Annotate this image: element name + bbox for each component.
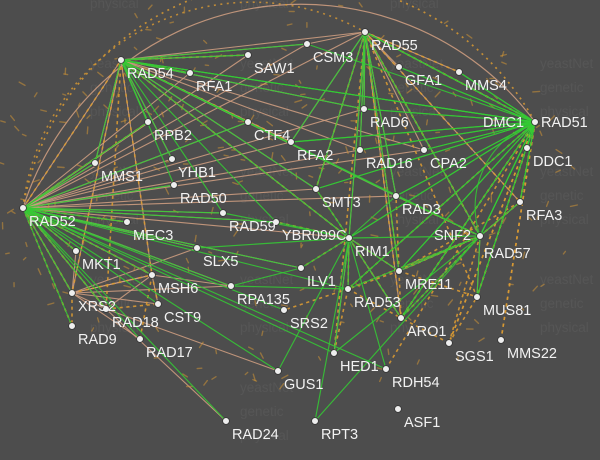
svg-text:yeastNet: yeastNet: [540, 272, 594, 287]
svg-text:RAD53: RAD53: [354, 295, 401, 311]
svg-text:CPA2: CPA2: [430, 156, 467, 172]
svg-text:RPT3: RPT3: [321, 427, 358, 443]
svg-text:genetic: genetic: [240, 404, 284, 419]
svg-text:ILV1: ILV1: [307, 274, 336, 290]
svg-text:genetic: genetic: [540, 80, 584, 95]
svg-text:ARO1: ARO1: [407, 324, 447, 340]
svg-text:MRE11: MRE11: [405, 277, 452, 293]
svg-text:RFA3: RFA3: [526, 208, 562, 224]
svg-text:CTF4: CTF4: [254, 128, 290, 144]
svg-text:SRS2: SRS2: [290, 316, 328, 332]
svg-text:physical: physical: [90, 0, 139, 11]
svg-text:GFA1: GFA1: [405, 73, 442, 89]
svg-text:RAD59: RAD59: [229, 219, 276, 235]
svg-text:physical: physical: [540, 320, 589, 335]
svg-text:RAD52: RAD52: [29, 214, 76, 230]
svg-text:physical: physical: [390, 0, 439, 11]
svg-text:DMC1: DMC1: [483, 115, 524, 131]
svg-text:SGS1: SGS1: [455, 349, 494, 365]
svg-text:RAD57: RAD57: [484, 246, 531, 262]
svg-text:RAD51: RAD51: [541, 115, 588, 131]
svg-text:genetic: genetic: [540, 296, 584, 311]
svg-text:YBR099C: YBR099C: [282, 228, 346, 244]
svg-text:SLX5: SLX5: [203, 254, 238, 270]
svg-text:ASF1: ASF1: [404, 415, 440, 431]
svg-text:MUS81: MUS81: [483, 303, 531, 319]
svg-text:RPA135: RPA135: [237, 292, 290, 308]
svg-text:DDC1: DDC1: [533, 154, 572, 170]
svg-text:RPB2: RPB2: [154, 128, 192, 144]
svg-text:SMT3: SMT3: [322, 195, 361, 211]
svg-text:RAD54: RAD54: [127, 66, 174, 82]
svg-text:yeastNet: yeastNet: [240, 272, 294, 287]
svg-text:SAW1: SAW1: [254, 61, 295, 77]
svg-text:GUS1: GUS1: [284, 377, 324, 393]
svg-text:XRS2: XRS2: [78, 299, 116, 315]
svg-text:MMS1: MMS1: [101, 169, 143, 185]
svg-text:RDH54: RDH54: [392, 375, 440, 391]
svg-text:RAD18: RAD18: [112, 315, 159, 331]
svg-text:CST9: CST9: [164, 310, 201, 326]
svg-text:yeastNet: yeastNet: [540, 56, 594, 71]
svg-text:SNF2: SNF2: [434, 228, 471, 244]
svg-text:RAD55: RAD55: [371, 38, 418, 54]
svg-text:RFA2: RFA2: [297, 148, 333, 164]
svg-text:RAD9: RAD9: [78, 332, 117, 348]
svg-text:RAD17: RAD17: [146, 345, 193, 361]
svg-text:MSH6: MSH6: [158, 281, 198, 297]
svg-text:RIM1: RIM1: [355, 244, 390, 260]
svg-text:YHB1: YHB1: [178, 165, 216, 181]
svg-text:physical: physical: [240, 104, 289, 119]
svg-text:RFA1: RFA1: [196, 79, 232, 95]
svg-text:RAD6: RAD6: [370, 115, 409, 131]
svg-text:CSM3: CSM3: [313, 50, 353, 66]
svg-text:RAD50: RAD50: [180, 191, 227, 207]
svg-text:MMS4: MMS4: [465, 78, 507, 94]
svg-text:HED1: HED1: [340, 359, 379, 375]
svg-text:physical: physical: [90, 104, 139, 119]
svg-text:RAD24: RAD24: [232, 427, 279, 443]
svg-text:genetic: genetic: [540, 188, 584, 203]
svg-text:MMS22: MMS22: [507, 346, 557, 362]
svg-text:MEC3: MEC3: [133, 228, 173, 244]
svg-text:MKT1: MKT1: [82, 257, 121, 273]
svg-text:RAD16: RAD16: [366, 156, 413, 172]
svg-text:RAD3: RAD3: [402, 202, 441, 218]
